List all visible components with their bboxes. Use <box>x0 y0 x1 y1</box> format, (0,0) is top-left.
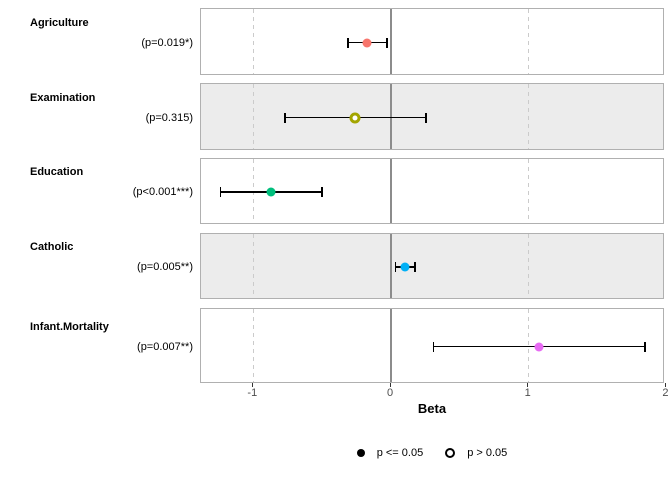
panel-agriculture <box>200 8 664 75</box>
estimate-point <box>349 112 361 123</box>
ci-cap-right <box>414 262 416 272</box>
row-label: Examination (p=0.315) <box>0 83 196 150</box>
panel-catholic <box>200 233 664 299</box>
row-term: Agriculture <box>30 16 89 29</box>
estimate-point <box>266 187 276 197</box>
zero-line <box>390 234 392 298</box>
estimate-point <box>534 342 544 351</box>
ci-cap-right <box>321 187 323 197</box>
row-label: Agriculture (p=0.019*) <box>0 8 196 75</box>
estimate-point <box>362 38 372 47</box>
dashed-gridline <box>252 84 254 149</box>
row-term: Examination <box>30 91 96 104</box>
row-pvalue: (p=0.007**) <box>137 340 193 353</box>
x-tick-mark <box>389 383 391 387</box>
x-tick-label: -1 <box>247 387 258 399</box>
row-pvalue: (p=0.315) <box>145 111 193 124</box>
x-tick-mark <box>527 383 529 387</box>
x-tick-label: 1 <box>524 387 531 399</box>
row-label: Infant.Mortality (p=0.007**) <box>0 308 196 383</box>
dashed-gridline <box>252 159 254 223</box>
dashed-gridline <box>528 159 530 223</box>
legend-item-significant: p <= 0.05 <box>356 447 424 459</box>
x-tick-mark <box>251 383 253 387</box>
row-pvalue: (p=0.005**) <box>137 261 193 273</box>
x-tick-label: 0 <box>386 387 394 399</box>
x-axis-title: Beta <box>417 401 447 416</box>
row-label: Catholic (p=0.005**) <box>0 233 196 299</box>
legend-label-nonsignificant: p > 0.05 <box>467 447 508 459</box>
ci-cap-left <box>394 262 397 272</box>
x-tick-label: 2 <box>662 387 669 399</box>
legend-label-significant: p <= 0.05 <box>376 447 424 459</box>
ci-cap-left <box>284 112 286 123</box>
estimate-point <box>400 262 410 272</box>
dashed-gridline <box>528 234 530 298</box>
ci-cap-right <box>386 37 388 48</box>
zero-line <box>390 84 392 149</box>
ci-cap-left <box>432 341 435 352</box>
row-label: Education (p<0.001***) <box>0 158 196 224</box>
ci-cap-left <box>347 37 349 48</box>
open-dot-icon <box>445 448 456 458</box>
panel-education <box>200 158 664 224</box>
legend-item-nonsignificant: p > 0.05 <box>445 447 507 459</box>
panel-examination <box>200 83 664 150</box>
dashed-gridline <box>252 309 254 382</box>
legend: p <= 0.05 p > 0.05 <box>200 443 664 463</box>
zero-line <box>390 159 392 223</box>
zero-line <box>390 309 392 382</box>
row-pvalue: (p=0.019*) <box>141 36 193 49</box>
ci-cap-right <box>425 112 427 123</box>
dashed-gridline <box>528 9 530 74</box>
row-term: Infant.Mortality <box>30 320 109 333</box>
filled-dot-icon <box>356 449 365 457</box>
dashed-gridline <box>528 309 530 382</box>
row-term: Education <box>30 166 84 178</box>
dashed-gridline <box>528 84 530 149</box>
row-pvalue: (p<0.001***) <box>132 186 193 198</box>
panel-infant-mortality <box>200 308 664 383</box>
ci-cap-right <box>644 341 646 352</box>
dashed-gridline <box>252 9 254 74</box>
zero-line <box>390 9 392 74</box>
x-tick-mark <box>664 383 666 387</box>
row-term: Catholic <box>30 241 74 253</box>
ci-cap-left <box>219 187 222 197</box>
dashed-gridline <box>252 234 254 298</box>
